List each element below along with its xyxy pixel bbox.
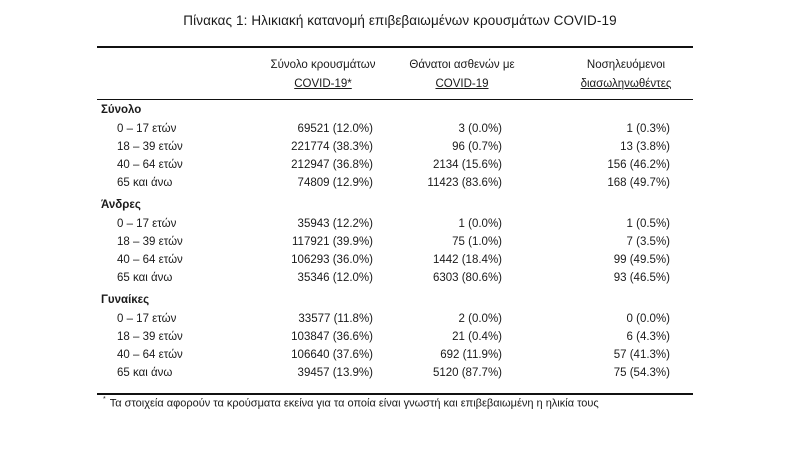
deaths-cell: 21 (0.4%) — [452, 331, 502, 343]
group-title-women: Γυναίκες — [101, 294, 150, 306]
table-row: 0 – 17 ετών 35943 (12.2%) 1 (0.0%) 1 (0.… — [0, 218, 800, 236]
intubated-cell: 156 (46.2%) — [607, 159, 670, 171]
column-header-line2: COVID-19* — [294, 78, 352, 90]
table-row: 65 και άνω 35346 (12.0%) 6303 (80.6%) 93… — [0, 272, 800, 290]
group-title-men: Άνδρες — [101, 199, 141, 211]
table-row: 40 – 64 ετών 212947 (36.8%) 2134 (15.6%)… — [0, 159, 800, 177]
deaths-cell: 2134 (15.6%) — [432, 159, 502, 171]
table-row: 0 – 17 ετών 69521 (12.0%) 3 (0.0%) 1 (0.… — [0, 123, 800, 141]
age-cell: 40 – 64 ετών — [117, 349, 183, 361]
deaths-cell: 75 (1.0%) — [452, 236, 502, 248]
deaths-cell: 692 (11.9%) — [440, 349, 502, 361]
intubated-cell: 75 (54.3%) — [613, 367, 670, 379]
deaths-cell: 1 (0.0%) — [458, 218, 502, 230]
intubated-cell: 99 (49.5%) — [613, 254, 670, 266]
table-row: 40 – 64 ετών 106293 (36.0%) 1442 (18.4%)… — [0, 254, 800, 272]
column-header-line2: διασωληνωθέντες — [580, 78, 672, 90]
column-header-intubated: Νοσηλευόμενοι διασωληνωθέντες — [556, 56, 696, 94]
table-row: 18 – 39 ετών 221774 (38.3%) 96 (0.7%) 13… — [0, 141, 800, 159]
age-cell: 18 – 39 ετών — [117, 141, 183, 153]
cases-cell: 69521 (12.0%) — [297, 123, 373, 135]
cases-cell: 212947 (36.8%) — [291, 159, 373, 171]
intubated-cell: 1 (0.5%) — [626, 218, 670, 230]
intubated-cell: 0 (0.0%) — [626, 313, 670, 325]
deaths-cell: 6303 (80.6%) — [432, 272, 502, 284]
age-cell: 65 και άνω — [117, 272, 173, 284]
intubated-cell: 6 (4.3%) — [626, 331, 670, 343]
column-header-deaths: Θάνατοι ασθενών με COVID-19 — [392, 56, 532, 94]
deaths-cell: 96 (0.7%) — [452, 141, 502, 153]
cases-cell: 35943 (12.2%) — [297, 218, 373, 230]
table-row: 18 – 39 ετών 103847 (36.6%) 21 (0.4%) 6 … — [0, 331, 800, 349]
cases-cell: 106293 (36.0%) — [291, 254, 373, 266]
top-rule — [97, 46, 693, 48]
cases-cell: 39457 (13.9%) — [297, 367, 373, 379]
age-cell: 0 – 17 ετών — [117, 313, 177, 325]
bottom-rule — [97, 393, 693, 395]
column-header-total-cases: Σύνολο κρουσμάτων COVID-19* — [253, 56, 393, 94]
age-cell: 65 και άνω — [117, 177, 173, 189]
age-cell: 18 – 39 ετών — [117, 331, 183, 343]
cases-cell: 117921 (39.9%) — [292, 236, 373, 248]
column-header-line1: Σύνολο κρουσμάτων — [270, 59, 376, 71]
cases-cell: 221774 (38.3%) — [291, 141, 373, 153]
table-title: Πίνακας 1: Ηλικιακή κατανομή επιβεβαιωμέ… — [183, 13, 617, 28]
table-row: 0 – 17 ετών 33577 (11.8%) 2 (0.0%) 0 (0.… — [0, 313, 800, 331]
header-rule — [97, 99, 693, 100]
deaths-cell: 1442 (18.4%) — [432, 254, 502, 266]
intubated-cell: 57 (41.3%) — [613, 349, 670, 361]
table-row: 40 – 64 ετών 106640 (37.6%) 692 (11.9%) … — [0, 349, 800, 367]
column-header-line1: Θάνατοι ασθενών με — [409, 59, 515, 71]
cases-cell: 106640 (37.6%) — [291, 349, 373, 361]
footnote-text: Τα στοιχεία αφορούν τα κρούσματα εκείνα … — [109, 397, 599, 410]
age-cell: 65 και άνω — [117, 367, 173, 379]
age-cell: 18 – 39 ετών — [117, 236, 183, 248]
deaths-cell: 2 (0.0%) — [458, 313, 502, 325]
intubated-cell: 168 (49.7%) — [607, 177, 670, 189]
cases-cell: 35346 (12.0%) — [297, 272, 373, 284]
intubated-cell: 13 (3.8%) — [620, 141, 670, 153]
cases-cell: 33577 (11.8%) — [298, 313, 373, 325]
intubated-cell: 1 (0.3%) — [626, 123, 670, 135]
intubated-cell: 7 (3.5%) — [626, 236, 670, 248]
footnote-mark: * — [103, 396, 106, 403]
group-title-total: Σύνολο — [101, 104, 142, 116]
table-row: 65 και άνω 74809 (12.9%) 11423 (83.6%) 1… — [0, 177, 800, 195]
cases-cell: 74809 (12.9%) — [297, 177, 373, 189]
age-cell: 40 – 64 ετών — [117, 254, 183, 266]
age-cell: 40 – 64 ετών — [117, 159, 183, 171]
table-row: 65 και άνω 39457 (13.9%) 5120 (87.7%) 75… — [0, 367, 800, 385]
column-header-line2: COVID-19 — [435, 78, 489, 90]
table-row: 18 – 39 ετών 117921 (39.9%) 75 (1.0%) 7 … — [0, 236, 800, 254]
age-cell: 0 – 17 ετών — [117, 123, 177, 135]
deaths-cell: 5120 (87.7%) — [432, 367, 502, 379]
intubated-cell: 93 (46.5%) — [613, 272, 670, 284]
column-header-line1: Νοσηλευόμενοι — [586, 59, 666, 71]
footnote: * Τα στοιχεία αφορούν τα κρούσματα εκείνα… — [103, 396, 599, 410]
cases-cell: 103847 (36.6%) — [291, 331, 373, 343]
age-cell: 0 – 17 ετών — [117, 218, 177, 230]
deaths-cell: 3 (0.0%) — [458, 123, 502, 135]
deaths-cell: 11423 (83.6%) — [427, 177, 502, 189]
